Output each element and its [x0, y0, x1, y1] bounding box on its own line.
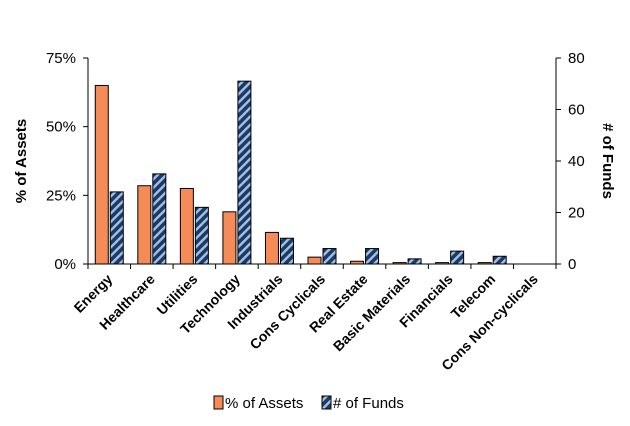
assets-bar-2 — [137, 185, 152, 265]
left-tick-label: 25% — [46, 187, 76, 204]
legend: % of Assets # of Funds — [213, 395, 404, 412]
legend-assets-swatch — [213, 395, 224, 410]
bars-group — [94, 80, 507, 265]
left-tick-label: 0% — [54, 256, 76, 273]
category-label: Cons Cyclicals — [246, 271, 328, 353]
assets-bar-5 — [264, 231, 279, 265]
funds-bar-1 — [109, 191, 124, 265]
funds-bar-9 — [450, 250, 465, 265]
category-label: Basic Materials — [330, 271, 414, 355]
funds-bar-4 — [237, 80, 252, 265]
funds-bar-10 — [492, 255, 507, 265]
right-axis-title: # of Funds — [599, 123, 616, 199]
right-tick-label: 20 — [568, 205, 585, 222]
assets-bar-4 — [222, 211, 237, 265]
funds-bar-3 — [194, 206, 209, 265]
assets-bar-1 — [94, 84, 109, 265]
legend-funds-label: # of Funds — [333, 395, 404, 412]
right-tick-label: 0 — [568, 256, 576, 273]
funds-bar-5 — [279, 237, 294, 265]
funds-bar-2 — [152, 173, 167, 265]
legend-assets-label: % of Assets — [225, 395, 303, 412]
assets-bar-6 — [307, 256, 322, 265]
funds-bar-7 — [365, 248, 380, 265]
legend-funds-swatch — [321, 395, 332, 410]
funds-bar-6 — [322, 248, 337, 265]
left-tick-label: 50% — [46, 119, 76, 136]
right-tick-label: 80 — [568, 50, 585, 67]
left-tick-label: 75% — [46, 50, 76, 67]
funds-bar-8 — [407, 258, 422, 265]
right-tick-label: 40 — [568, 153, 585, 170]
right-tick-label: 60 — [568, 102, 585, 119]
left-axis-title: % of Assets — [13, 119, 30, 203]
assets-bar-3 — [179, 187, 194, 265]
